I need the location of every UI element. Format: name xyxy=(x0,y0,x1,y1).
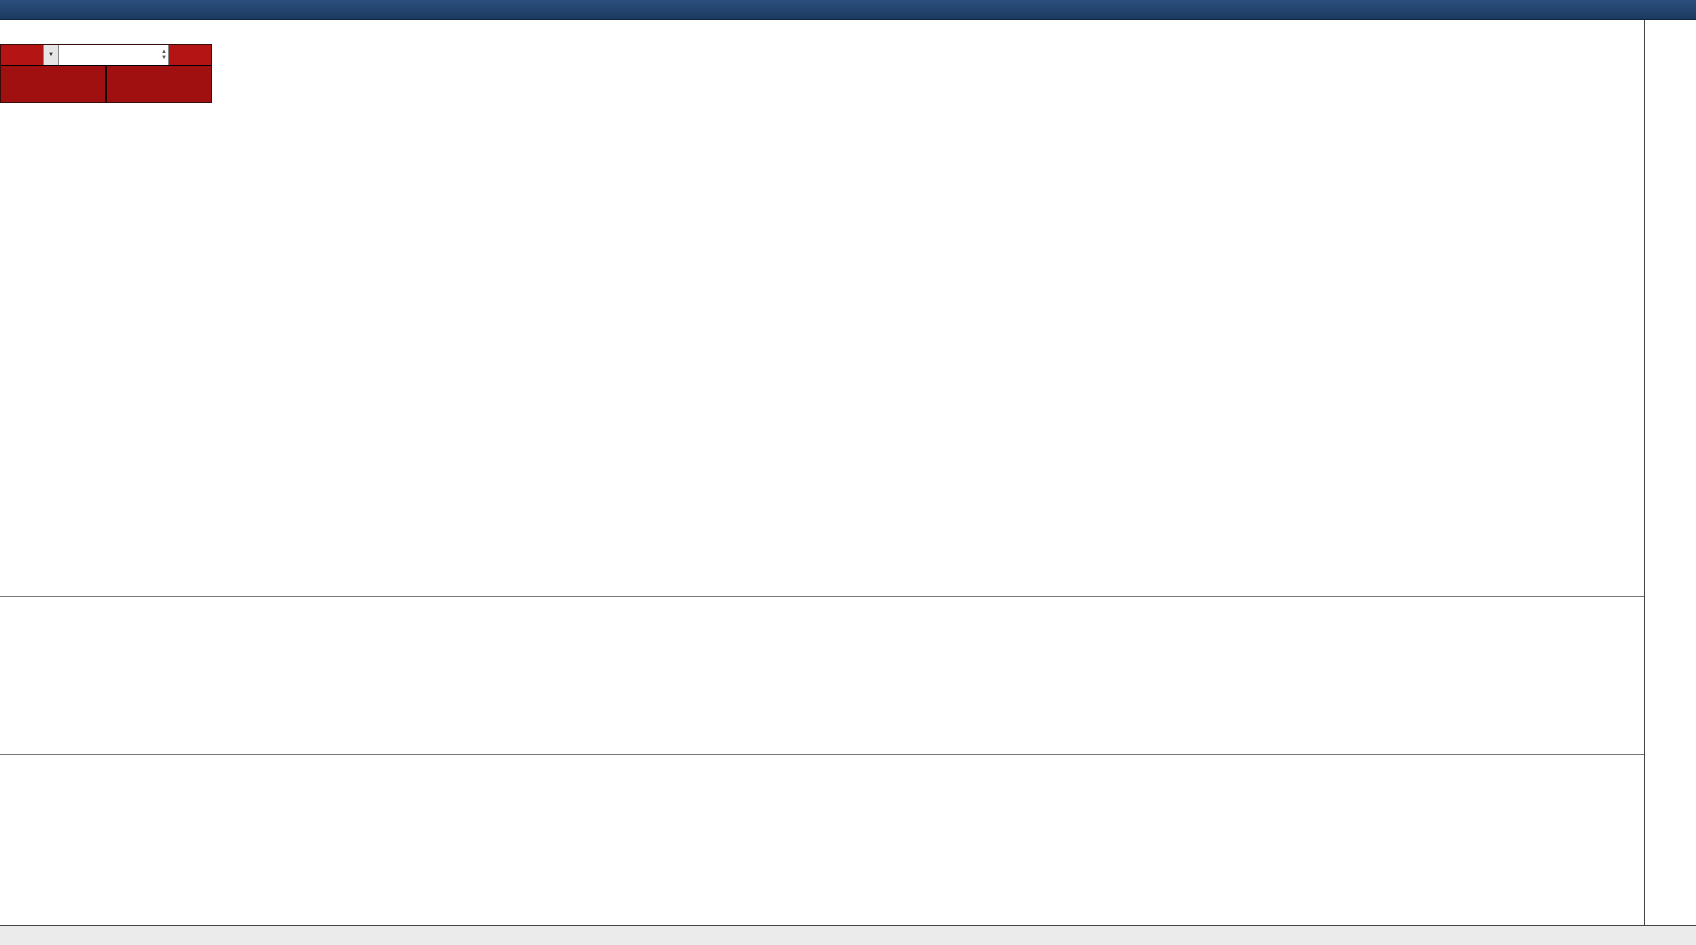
chevron-down-icon: ▼ xyxy=(48,52,54,58)
volume-input[interactable] xyxy=(59,45,168,65)
price-axis xyxy=(1644,0,1696,925)
toolbar xyxy=(0,0,1696,20)
volume-increase-button[interactable]: ▲ xyxy=(161,49,167,55)
volume-field: ▲ ▼ xyxy=(58,45,169,65)
trade-panel-controls: ▼ ▲ ▼ xyxy=(1,45,211,66)
time-axis xyxy=(0,925,1696,945)
chart-title xyxy=(6,23,16,35)
ask-price xyxy=(107,66,211,102)
one-click-trade-panel: ▼ ▲ ▼ xyxy=(0,44,212,103)
bid-price xyxy=(1,66,105,102)
volume-decrease-button[interactable]: ▼ xyxy=(161,55,167,61)
panel-separator-macd-rsi[interactable] xyxy=(0,754,1696,755)
buy-button[interactable] xyxy=(169,45,211,65)
panel-separator-chart-macd[interactable] xyxy=(0,596,1696,597)
volume-spinner: ▲ ▼ xyxy=(161,45,168,65)
rsi-label xyxy=(5,758,10,769)
volume-dropdown[interactable]: ▼ xyxy=(43,45,58,65)
trade-panel-prices xyxy=(1,66,211,102)
macd-label xyxy=(5,600,15,611)
sell-button[interactable] xyxy=(1,45,43,65)
